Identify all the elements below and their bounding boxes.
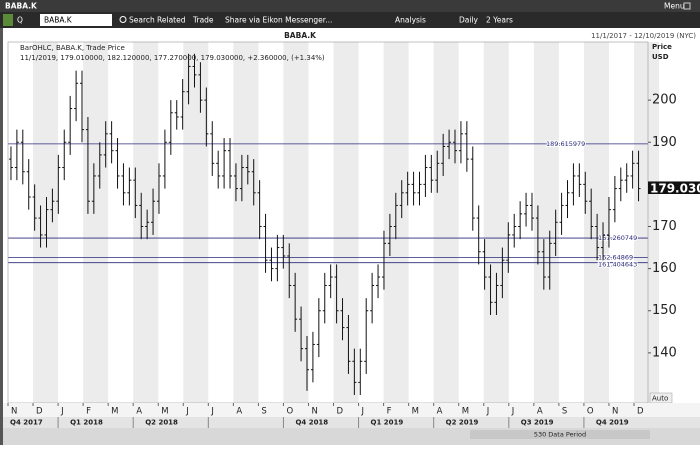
month-row: [3, 403, 700, 417]
month-label: A: [136, 407, 142, 417]
toolbar-items: Search Related Trade Share via Eikon Messen…: [129, 16, 513, 25]
toolbar-item[interactable]: Analysis: [395, 16, 426, 25]
toolbar-item[interactable]: Search: [129, 16, 155, 25]
month-label: D: [337, 407, 344, 417]
legend-line: BarOHLC, BABA.K, Trade Price: [20, 44, 125, 52]
month-label: N: [11, 407, 17, 417]
toolbar-item[interactable]: Trade: [192, 16, 214, 25]
month-label: A: [236, 407, 242, 417]
month-stripe: [283, 42, 309, 403]
axis-label: Price: [652, 43, 672, 51]
horizontal-line-label: 161.404643: [598, 261, 637, 269]
legend-line: 11/1/2019, 179.010000, 182.120000, 177.2…: [20, 54, 325, 62]
last-price: 179.030: [648, 181, 700, 195]
month-label: N: [311, 407, 317, 417]
ric-text[interactable]: BABA.K: [44, 16, 73, 25]
last-price-box: [648, 181, 700, 194]
month-stripe: [433, 42, 459, 403]
link-icon[interactable]: [3, 14, 13, 26]
month-label: J: [210, 407, 214, 417]
title-bar: [0, 0, 700, 12]
search-icon[interactable]: [119, 16, 127, 23]
quarter-label: Q2 2019: [446, 419, 479, 427]
month-stripe: [83, 42, 109, 403]
window-title: BABA.K: [5, 2, 38, 11]
month-label: F: [86, 407, 91, 417]
horizontal-line-label: 167.260749: [598, 234, 637, 242]
y-tick-label: 190: [652, 135, 677, 150]
month-label: J: [185, 407, 189, 417]
horizontal-line-label: 189.615979: [546, 140, 585, 148]
quarter-label: Q4 2019: [596, 419, 629, 427]
date-range: 11/1/2017 - 12/10/2019 (NYC): [591, 32, 696, 40]
search-prefix[interactable]: Q: [17, 16, 23, 25]
quarter-label: Q1 2018: [70, 419, 103, 427]
month-stripe: [183, 42, 209, 403]
month-label: M: [462, 407, 469, 417]
toolbar-item[interactable]: 2 Years: [486, 16, 513, 25]
y-tick-label: 200: [652, 93, 677, 108]
month-label: O: [587, 407, 594, 417]
toolbar-item[interactable]: Daily: [459, 16, 479, 25]
month-label: O: [286, 407, 293, 417]
month-label: D: [637, 407, 644, 417]
y-tick-label: 150: [652, 303, 677, 318]
left-border: [0, 28, 3, 445]
menu-button[interactable]: Menu: [664, 2, 685, 11]
chart-title: BABA.K: [284, 31, 317, 40]
y-tick-label: 140: [652, 345, 677, 360]
y-tick-label: 160: [652, 261, 677, 276]
ric-input[interactable]: [40, 14, 112, 26]
axis-label: USD: [652, 53, 669, 61]
last-price-label: 179.030: [650, 181, 700, 195]
month-label: F: [387, 407, 392, 417]
month-label: J: [60, 407, 64, 417]
month-stripe: [133, 42, 159, 403]
month-label: J: [511, 407, 515, 417]
quarter-label: Q4 2017: [10, 419, 43, 427]
month-label: D: [36, 407, 43, 417]
toolbar-item[interactable]: Share via Eikon Messenger...: [225, 16, 332, 25]
y-axis: 140 150 160 170 190 200: [648, 93, 677, 360]
month-label: J: [361, 407, 365, 417]
maximize-icon[interactable]: [683, 2, 691, 10]
month-label: S: [261, 407, 266, 417]
quarter-label: Q4 2018: [295, 419, 328, 427]
quarter-label: Q1 2019: [371, 419, 404, 427]
month-stripe: [483, 42, 509, 403]
month-stripe: [333, 42, 359, 403]
month-label: J: [486, 407, 490, 417]
month-label: M: [161, 407, 168, 417]
month-label: A: [437, 407, 443, 417]
toolbar-item[interactable]: Related: [157, 16, 186, 25]
quarter-row: [3, 417, 700, 428]
month-stripe: [583, 42, 609, 403]
month-stripe: [233, 42, 259, 403]
scale-mode[interactable]: Auto: [652, 395, 668, 403]
month-stripes: [33, 42, 660, 403]
horizontal-line-label: 162.64869: [598, 253, 633, 261]
month-label: S: [562, 407, 567, 417]
quarter-label: Q2 2018: [145, 419, 178, 427]
month-stripe: [634, 42, 660, 403]
month-label: A: [537, 407, 543, 417]
status-text: 530 Data Period: [534, 431, 586, 439]
month-stripe: [33, 42, 59, 403]
quarter-label: Q3 2019: [521, 419, 554, 427]
x-axis: N D J F M A M J J A S O N D J F M A M J J A S O N D Q4 2017 Q1 2018…: [7, 403, 644, 428]
month-label: M: [412, 407, 419, 417]
month-label: N: [612, 407, 618, 417]
toolbar: [0, 12, 700, 28]
month-label: M: [111, 407, 118, 417]
y-tick-label: 170: [652, 219, 677, 234]
scroll-track[interactable]: [470, 430, 650, 439]
